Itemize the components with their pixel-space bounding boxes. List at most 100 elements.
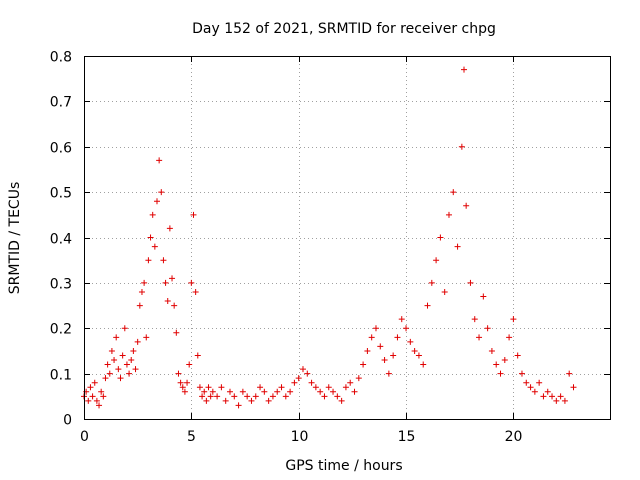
data-point <box>544 388 551 395</box>
data-point <box>111 357 118 364</box>
data-point <box>151 243 158 250</box>
data-point <box>207 393 214 400</box>
data-point <box>338 397 345 404</box>
data-point <box>342 384 349 391</box>
data-point <box>398 316 405 323</box>
x-tick-label: 0 <box>80 429 89 445</box>
data-point <box>162 279 169 286</box>
data-point <box>415 352 422 359</box>
x-tick-label: 10 <box>291 429 309 445</box>
data-point <box>501 357 508 364</box>
data-point <box>493 361 500 368</box>
data-point <box>169 275 176 282</box>
data-point <box>214 393 221 400</box>
data-point <box>295 375 302 382</box>
data-point <box>199 393 206 400</box>
data-point <box>347 379 354 386</box>
data-point <box>411 347 418 354</box>
data-point <box>156 157 163 164</box>
data-point <box>454 243 461 250</box>
data-point <box>91 379 98 386</box>
data-point <box>132 366 139 373</box>
data-point <box>117 375 124 382</box>
data-point <box>377 343 384 350</box>
data-point <box>480 293 487 300</box>
y-tick-label: 0.5 <box>50 186 72 202</box>
data-point <box>194 352 201 359</box>
data-point <box>510 316 517 323</box>
data-point <box>145 257 152 264</box>
data-point <box>160 257 167 264</box>
data-point <box>106 370 113 377</box>
data-point <box>381 357 388 364</box>
data-point <box>108 347 115 354</box>
data-point <box>128 357 135 364</box>
data-point <box>536 379 543 386</box>
data-point <box>433 257 440 264</box>
data-point <box>166 225 173 232</box>
data-point <box>265 397 272 404</box>
data-point <box>291 379 298 386</box>
data-point <box>186 361 193 368</box>
data-point <box>420 361 427 368</box>
data-point <box>312 384 319 391</box>
x-tick-label: 5 <box>187 429 196 445</box>
data-point <box>179 384 186 391</box>
data-point <box>100 393 107 400</box>
data-point <box>514 352 521 359</box>
data-point <box>461 66 468 73</box>
data-point <box>123 361 130 368</box>
data-point <box>287 388 294 395</box>
data-point <box>488 347 495 354</box>
data-point <box>141 279 148 286</box>
chart-title: Day 152 of 2021, SRMTID for receiver chp… <box>192 21 496 37</box>
data-point <box>177 379 184 386</box>
data-point <box>93 397 100 404</box>
data-point <box>239 388 246 395</box>
data-point <box>209 388 216 395</box>
y-tick-label: 0.7 <box>50 95 72 111</box>
y-tick-label: 0.1 <box>50 368 72 384</box>
data-point <box>497 370 504 377</box>
data-point <box>115 366 122 373</box>
data-point <box>360 361 367 368</box>
data-point <box>149 211 156 218</box>
data-point <box>334 393 341 400</box>
data-point <box>351 388 358 395</box>
data-point <box>407 338 414 345</box>
data-point <box>89 393 96 400</box>
data-point <box>171 302 178 309</box>
data-point <box>257 384 264 391</box>
data-points <box>81 66 577 409</box>
data-point <box>138 288 145 295</box>
data-point <box>385 370 392 377</box>
data-point <box>527 384 534 391</box>
data-point <box>153 198 160 205</box>
data-point <box>190 211 197 218</box>
data-point <box>549 393 556 400</box>
data-point <box>557 393 564 400</box>
y-tick-label: 0.3 <box>50 277 72 293</box>
axis-ticks: 0 5 10 15 20 0 0.1 0.2 0.3 0.4 0.5 0.6 0.7 0.8 <box>50 50 610 445</box>
data-point <box>98 388 105 395</box>
data-point <box>173 329 180 336</box>
data-point <box>390 352 397 359</box>
data-point <box>196 384 203 391</box>
data-point <box>147 234 154 241</box>
data-point <box>104 361 111 368</box>
data-point <box>184 379 191 386</box>
data-point <box>119 352 126 359</box>
data-point <box>484 325 491 332</box>
grid-lines <box>84 56 610 419</box>
data-point <box>403 325 410 332</box>
data-point <box>463 202 470 209</box>
data-point <box>506 334 513 341</box>
data-point <box>252 393 259 400</box>
data-point <box>261 388 268 395</box>
data-point <box>308 379 315 386</box>
data-point <box>471 316 478 323</box>
data-point <box>325 384 332 391</box>
y-tick-label: 0.2 <box>50 322 72 338</box>
y-tick-label: 0.8 <box>50 50 72 66</box>
